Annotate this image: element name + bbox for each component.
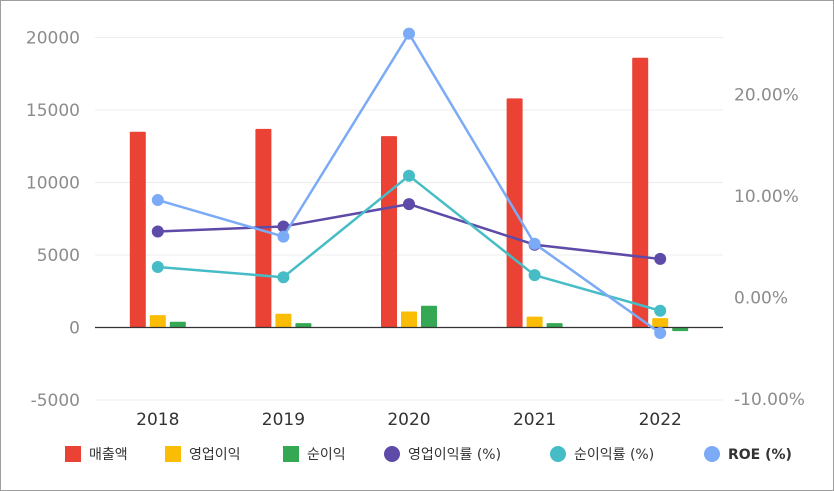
bar-0 [632, 57, 649, 328]
legend-label: 순이익률 (%) [574, 447, 654, 463]
right-axis-ticks: -10.00% 0.00% 10.00% 20.00% [734, 86, 805, 411]
legend: 매출액 영업이익 순이익 영업이익률 (%) 순이익률 (%) ROE (%) [65, 446, 792, 463]
series-point-2 [403, 27, 415, 40]
legend-swatch [65, 446, 81, 462]
legend-marker [384, 446, 400, 462]
legend-marker [704, 446, 720, 462]
y-right-tick-label: -10.00% [734, 390, 805, 410]
series-line-1 [157, 174, 661, 312]
x-tick-label: 2020 [387, 410, 430, 430]
gridlines [95, 37, 723, 401]
y-right-tick-label: 10.00% [734, 187, 799, 207]
bar-0 [506, 98, 523, 328]
bar-1 [275, 313, 292, 328]
y-left-tick-label: 10000 [26, 174, 80, 194]
legend-label: ROE (%) [728, 447, 792, 463]
y-right-tick-label: 20.00% [734, 86, 799, 106]
y-right-tick-label: 0.00% [734, 289, 788, 309]
series-point-1 [528, 269, 541, 282]
bar-0 [129, 131, 146, 328]
legend-label: 순이익 [307, 447, 346, 463]
x-tick-label: 2018 [136, 410, 179, 430]
bar-2 [295, 323, 312, 328]
bar-1 [401, 311, 417, 328]
series-point-2 [151, 194, 164, 207]
bar-1 [652, 318, 669, 328]
x-axis-ticks: 2018 2019 2020 2021 2022 [136, 410, 682, 430]
y-left-tick-label: -5000 [31, 391, 80, 411]
x-tick-label: 2021 [513, 410, 556, 430]
series-point-0 [654, 252, 667, 265]
legend-label: 영업이익률 (%) [408, 447, 501, 463]
series-point-2 [277, 230, 290, 243]
legend-marker [550, 446, 566, 462]
left-axis-ticks: -5000 0 5000 10000 15000 20000 [26, 29, 80, 412]
y-left-tick-label: 20000 [26, 29, 80, 49]
line-marks [151, 27, 667, 340]
x-tick-label: 2019 [262, 410, 305, 430]
series-point-1 [277, 271, 290, 284]
bar-2 [421, 305, 437, 328]
x-tick-label: 2022 [639, 410, 682, 430]
series-point-1 [403, 169, 415, 182]
bar-2 [672, 327, 689, 332]
legend-label: 영업이익 [189, 447, 241, 463]
bar-0 [381, 136, 397, 328]
y-left-tick-label: 15000 [26, 101, 80, 121]
legend-label: 매출액 [89, 447, 128, 463]
series-point-0 [151, 225, 164, 238]
bar-marks [129, 57, 689, 332]
legend-swatch [165, 446, 181, 462]
series-line-0 [157, 202, 661, 261]
y-left-tick-label: 5000 [37, 246, 80, 266]
series-point-1 [654, 304, 667, 317]
series-point-2 [528, 237, 541, 250]
bar-1 [526, 316, 543, 328]
y-left-tick-label: 0 [69, 319, 80, 339]
series-point-0 [403, 198, 415, 211]
series-point-2 [654, 327, 667, 340]
bar-2 [546, 323, 563, 328]
bar-2 [169, 321, 186, 328]
bar-1 [149, 315, 166, 328]
legend-swatch [283, 446, 299, 462]
series-point-1 [151, 261, 164, 274]
